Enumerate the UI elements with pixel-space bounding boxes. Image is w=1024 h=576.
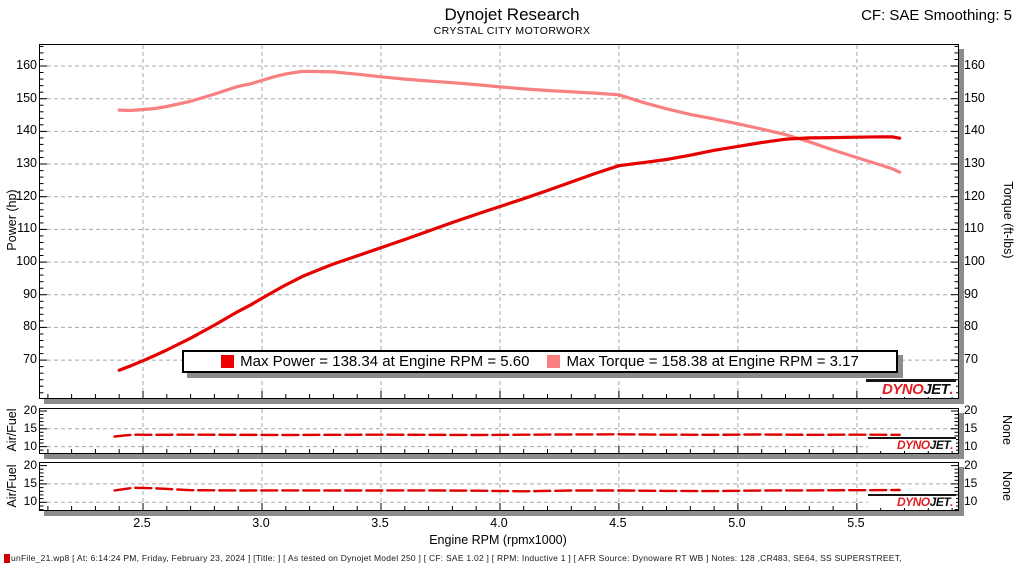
afr-subplot-top bbox=[39, 408, 959, 454]
axis-tick-label: 120 bbox=[16, 188, 37, 203]
dynojet-logo-afr-top: DYNO JET. bbox=[868, 437, 956, 451]
rpm-tick-label: 2.5 bbox=[133, 516, 151, 530]
axis-tick-label: 150 bbox=[964, 90, 985, 105]
dynojet-logo-jet: JET bbox=[929, 495, 951, 509]
status-text: unFile_21.wp8 [ At: 6:14:24 PM, Friday, … bbox=[11, 553, 902, 563]
axis-tick-label: 20 bbox=[23, 403, 37, 417]
rpm-axis-tick-labels: 2.5 3.0 3.5 4.0 4.5 5.0 5.5 bbox=[39, 516, 957, 530]
axis-tick-label: 100 bbox=[964, 254, 985, 269]
afr-subplot-bottom bbox=[39, 462, 959, 511]
axis-tick-label: 70 bbox=[23, 352, 37, 367]
torque-swatch-icon bbox=[547, 355, 561, 368]
dynojet-logo-dyno: DYNO bbox=[896, 438, 930, 452]
dynojet-logo-dot: . bbox=[949, 381, 953, 398]
axis-tick-label: 130 bbox=[16, 156, 37, 170]
cf-smoothing-label: CF: SAE Smoothing: 5 bbox=[861, 7, 1012, 24]
axis-tick-label: 15 bbox=[23, 420, 37, 435]
main-dyno-chart bbox=[39, 44, 959, 399]
axis-tick-label: 90 bbox=[964, 286, 978, 301]
dynojet-logo-dyno: DYNO bbox=[881, 381, 924, 398]
axis-tick-label: 140 bbox=[964, 123, 985, 138]
axis-tick-label: 80 bbox=[964, 319, 978, 334]
axis-tick-label: 110 bbox=[17, 221, 37, 236]
afr-bottom-right-tick-labels: 20 15 10 bbox=[964, 458, 990, 509]
page-title: Dynojet Research bbox=[444, 5, 580, 24]
rpm-tick-label: 4.0 bbox=[490, 516, 508, 530]
axis-tick-label: 160 bbox=[964, 58, 985, 72]
axis-tick-label: 80 bbox=[23, 319, 37, 334]
power-swatch-icon bbox=[221, 355, 235, 368]
axis-tick-label: 120 bbox=[964, 188, 985, 203]
max-power-legend-item: Max Power = 138.34 at Engine RPM = 5.60 bbox=[221, 353, 529, 370]
axis-tick-label: 140 bbox=[16, 123, 37, 138]
dynojet-logo-dot: . bbox=[950, 438, 953, 452]
axis-tick-label: 20 bbox=[23, 457, 37, 472]
max-values-legend: Max Power = 138.34 at Engine RPM = 5.60 … bbox=[182, 350, 898, 373]
rpm-tick-label: 3.0 bbox=[252, 516, 270, 530]
power-axis-title: Power (hp) bbox=[5, 189, 19, 251]
dynojet-logo-dot: . bbox=[950, 495, 953, 509]
axis-tick-label: 15 bbox=[964, 420, 978, 435]
axis-tick-label: 90 bbox=[23, 286, 37, 301]
axis-tick-label: 160 bbox=[16, 58, 37, 72]
page-subtitle: CRYSTAL CITY MOTORWORX bbox=[433, 25, 591, 37]
axis-tick-label: 70 bbox=[964, 352, 978, 367]
status-bar: unFile_21.wp8 [ At: 6:14:24 PM, Friday, … bbox=[4, 553, 1020, 563]
dynojet-logo: DYNO JET. bbox=[866, 379, 956, 397]
axis-tick-label: 10 bbox=[23, 494, 37, 509]
rpm-tick-label: 5.5 bbox=[847, 516, 865, 530]
max-torque-label: Max Torque = 158.38 at Engine RPM = 3.17 bbox=[566, 353, 859, 370]
max-torque-legend-item: Max Torque = 158.38 at Engine RPM = 3.17 bbox=[547, 353, 859, 370]
afr-bottom-none-label: None bbox=[1000, 471, 1014, 501]
dynojet-logo-dyno: DYNO bbox=[896, 495, 930, 509]
dynojet-logo-jet: JET bbox=[923, 381, 950, 398]
main-chart-canvas bbox=[40, 45, 958, 398]
axis-tick-label: 150 bbox=[16, 90, 37, 105]
axis-tick-label: 15 bbox=[964, 475, 978, 490]
axis-tick-label: 130 bbox=[964, 156, 985, 170]
dynojet-logo-afr-bottom: DYNO JET. bbox=[868, 494, 956, 508]
torque-axis-tick-labels: 160 150 140 130 120 110 100 90 80 70 bbox=[964, 44, 990, 397]
afr-bottom-left-tick-labels: 20 15 10 bbox=[11, 458, 37, 509]
rpm-tick-label: 3.5 bbox=[371, 516, 389, 530]
power-axis-tick-labels: 160 150 140 130 120 110 100 90 80 70 bbox=[11, 44, 37, 397]
afr-top-left-tick-labels: 20 15 10 bbox=[11, 403, 37, 453]
max-power-label: Max Power = 138.34 at Engine RPM = 5.60 bbox=[240, 353, 530, 370]
afr-bottom-axis-title: Air/Fuel bbox=[5, 464, 19, 508]
torque-axis-title: Torque (ft-lbs) bbox=[1001, 181, 1015, 259]
axis-tick-label: 10 bbox=[23, 438, 37, 453]
run-file-icon bbox=[4, 553, 10, 563]
axis-tick-label: 10 bbox=[964, 494, 978, 509]
afr-top-none-label: None bbox=[1000, 415, 1014, 445]
axis-tick-label: 20 bbox=[964, 457, 978, 472]
rpm-tick-label: 5.0 bbox=[728, 516, 746, 530]
afr-top-right-tick-labels: 20 15 10 bbox=[964, 403, 990, 453]
axis-tick-label: 10 bbox=[964, 438, 978, 453]
dynojet-logo-jet: JET bbox=[929, 438, 951, 452]
afr-bottom-canvas bbox=[40, 463, 958, 510]
axis-tick-label: 110 bbox=[964, 221, 984, 236]
afr-top-canvas bbox=[40, 409, 958, 453]
axis-tick-label: 20 bbox=[964, 403, 978, 417]
rpm-axis-title: Engine RPM (rpmx1000) bbox=[429, 533, 567, 547]
rpm-tick-label: 4.5 bbox=[609, 516, 627, 530]
axis-tick-label: 100 bbox=[16, 254, 37, 269]
afr-top-axis-title: Air/Fuel bbox=[5, 408, 19, 452]
axis-tick-label: 15 bbox=[23, 475, 37, 490]
